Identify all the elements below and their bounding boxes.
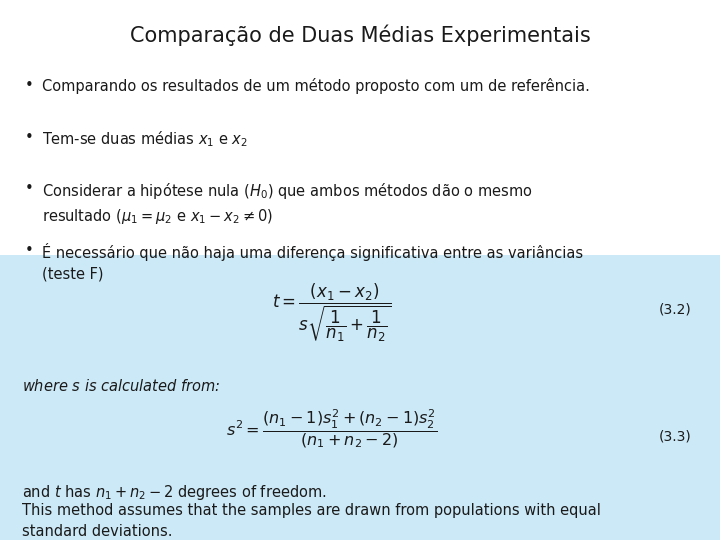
Text: Considerar a hipótese nula ($H_0$) que ambos métodos dão o mesmo
resultado ($\mu: Considerar a hipótese nula ($H_0$) que a… <box>42 181 532 226</box>
Text: $s^2 = \dfrac{(n_1 - 1)s_1^2 + (n_2 - 1)s_2^2}{(n_1 + n_2 - 2)}$: $s^2 = \dfrac{(n_1 - 1)s_1^2 + (n_2 - 1)… <box>225 408 437 450</box>
Text: Tem-se duas médias $x_1$ e $x_2$: Tem-se duas médias $x_1$ e $x_2$ <box>42 130 248 149</box>
Text: Comparação de Duas Médias Experimentais: Comparação de Duas Médias Experimentais <box>130 24 590 46</box>
Text: $t = \dfrac{(x_1 - x_2)}{s\sqrt{\dfrac{1}{n_1} + \dfrac{1}{n_2}}}$: $t = \dfrac{(x_1 - x_2)}{s\sqrt{\dfrac{1… <box>271 281 391 343</box>
Text: and $t$ has $n_1 + n_2 - 2$ degrees of freedom.: and $t$ has $n_1 + n_2 - 2$ degrees of f… <box>22 483 326 502</box>
Text: •: • <box>24 78 33 93</box>
Text: Comparando os resultados de um método proposto com um de referência.: Comparando os resultados de um método pr… <box>42 78 590 94</box>
Text: (3.2): (3.2) <box>659 302 691 316</box>
Text: •: • <box>24 130 33 145</box>
FancyBboxPatch shape <box>0 255 720 540</box>
Text: •: • <box>24 243 33 258</box>
Text: •: • <box>24 181 33 196</box>
Text: (3.3): (3.3) <box>659 429 691 443</box>
Text: This method assumes that the samples are drawn from populations with equal
stand: This method assumes that the samples are… <box>22 503 600 539</box>
Text: É necessário que não haja uma diferença significativa entre as variâncias
(teste: É necessário que não haja uma diferença … <box>42 243 583 281</box>
Text: where $s$ is calculated from:: where $s$ is calculated from: <box>22 378 220 394</box>
